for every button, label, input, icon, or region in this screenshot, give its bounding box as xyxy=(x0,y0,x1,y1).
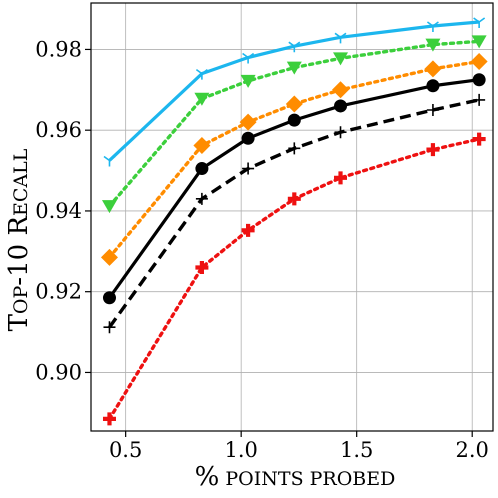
data-point-marker xyxy=(241,223,255,237)
y-tick-label: 0.96 xyxy=(35,118,82,142)
x-tick-label: 1.5 xyxy=(340,438,373,462)
data-point-marker xyxy=(473,93,486,106)
data-point-marker xyxy=(287,192,301,206)
data-point-marker xyxy=(425,38,441,52)
series-layer xyxy=(100,17,488,426)
data-point-marker xyxy=(195,260,209,274)
data-point-marker xyxy=(242,162,255,175)
data-point-marker xyxy=(193,137,211,155)
data-point-marker xyxy=(240,74,256,88)
data-point-marker xyxy=(102,291,116,305)
data-point-marker xyxy=(101,200,117,214)
data-point-marker xyxy=(241,131,255,145)
series-6 xyxy=(102,132,486,426)
data-point-marker xyxy=(424,60,442,78)
data-point-marker xyxy=(195,69,208,80)
data-point-marker xyxy=(100,248,118,266)
y-tick-label: 0.98 xyxy=(35,37,82,61)
y-tick-label: 0.90 xyxy=(35,360,82,384)
data-point-marker xyxy=(194,92,210,106)
data-point-marker xyxy=(472,73,486,87)
data-point-marker xyxy=(288,41,301,53)
x-axis-label-first: % xyxy=(195,462,220,492)
data-point-marker xyxy=(334,32,347,44)
y-tick-label: 0.94 xyxy=(35,199,82,223)
data-point-marker xyxy=(426,21,439,33)
data-point-marker xyxy=(195,162,209,176)
series-line xyxy=(107,137,481,421)
x-tick-label: 0.5 xyxy=(109,438,142,462)
series-2 xyxy=(101,35,487,214)
y-axis-label-part2: op xyxy=(10,285,32,314)
data-point-marker xyxy=(473,17,486,28)
series-line xyxy=(108,98,480,329)
data-point-marker xyxy=(334,126,347,139)
data-point-marker xyxy=(239,113,257,131)
data-point-marker xyxy=(426,79,440,93)
y-axis-label-part3: -10 R xyxy=(4,215,34,286)
y-axis-label-part4: ecall xyxy=(10,148,32,216)
data-point-marker xyxy=(471,35,487,49)
series-3 xyxy=(100,53,488,266)
data-point-marker xyxy=(426,104,439,116)
y-axis-label: Top-10 Recall xyxy=(4,148,34,331)
plot-frame xyxy=(90,2,494,432)
series-5 xyxy=(103,93,486,334)
x-axis-label: % points probed xyxy=(195,462,396,492)
data-point-marker xyxy=(333,52,349,66)
series-1 xyxy=(103,17,486,167)
x-axis-label-rest: points probed xyxy=(219,468,395,490)
data-point-marker xyxy=(472,132,486,146)
y-tick-label: 0.92 xyxy=(35,280,82,304)
data-point-marker xyxy=(426,143,440,157)
grid-lines xyxy=(91,3,493,431)
data-point-marker xyxy=(103,155,116,167)
data-point-marker xyxy=(288,142,301,155)
x-tick-label: 1.0 xyxy=(224,438,257,462)
data-point-marker xyxy=(102,412,116,426)
y-axis-label-part1: T xyxy=(4,313,34,331)
data-point-marker xyxy=(470,53,488,71)
series-line xyxy=(107,59,481,260)
tick-layer: 0.5 1.0 1.5 2.0 0.90 0.92 0.94 0.96 0.98 xyxy=(35,37,489,462)
data-point-marker xyxy=(285,95,303,113)
x-tick-label: 2.0 xyxy=(456,438,489,462)
data-point-marker xyxy=(286,61,302,75)
data-point-marker xyxy=(287,113,301,127)
data-point-marker xyxy=(334,99,348,113)
data-point-marker xyxy=(103,321,116,334)
data-point-marker xyxy=(334,171,348,185)
data-point-marker xyxy=(332,81,350,99)
series-4 xyxy=(102,73,486,305)
data-point-marker xyxy=(242,52,255,64)
data-point-marker xyxy=(195,192,208,205)
